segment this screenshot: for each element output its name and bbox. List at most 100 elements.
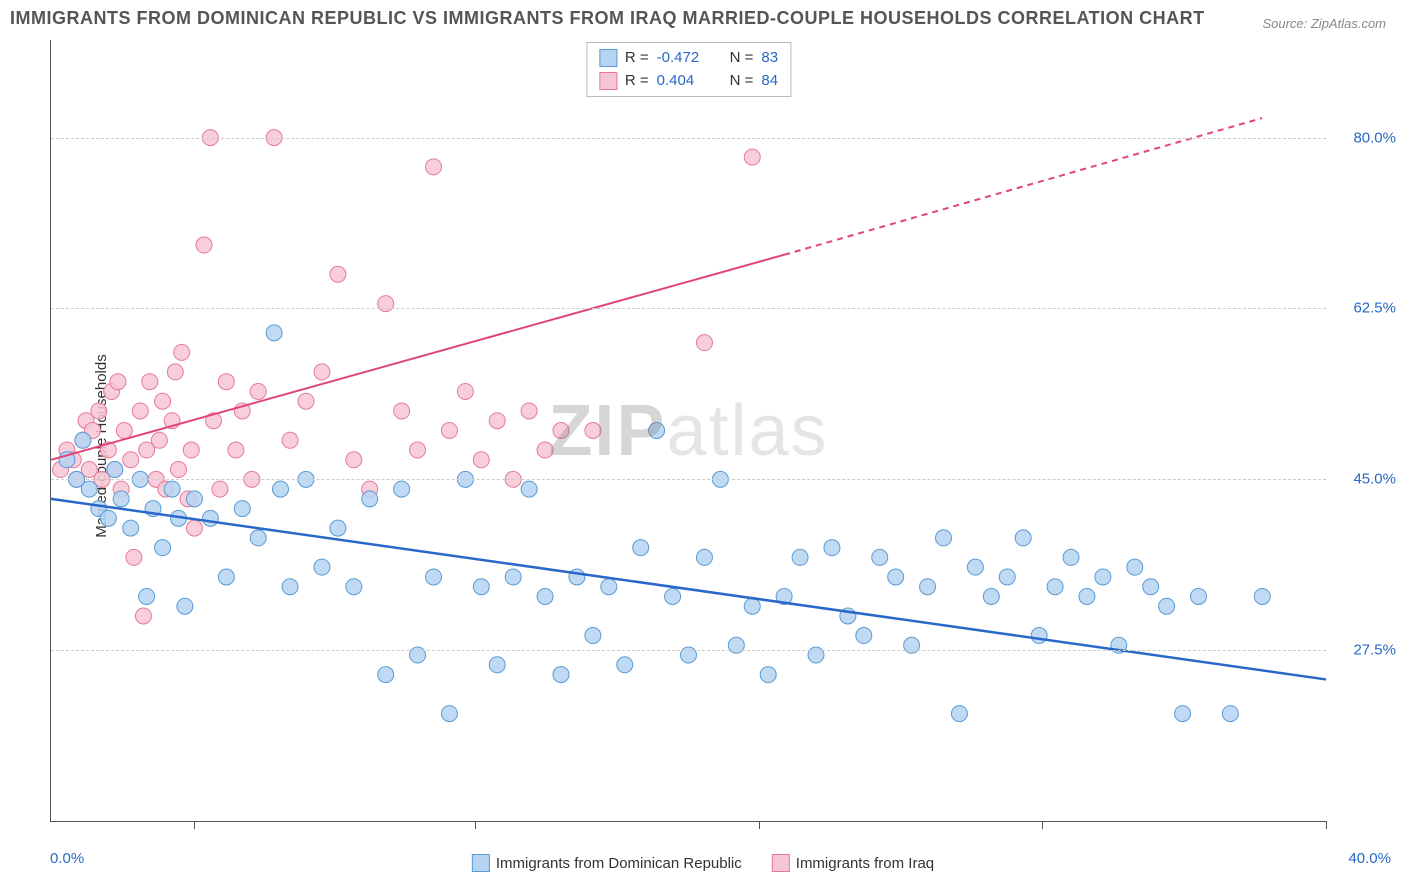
x-axis-min-label: 0.0% — [50, 850, 84, 867]
data-point — [426, 159, 442, 175]
legend-item-dominican: Immigrants from Dominican Republic — [472, 854, 742, 872]
data-point — [489, 413, 505, 429]
data-point — [920, 579, 936, 595]
data-point — [489, 657, 505, 673]
data-point — [1222, 706, 1238, 722]
data-point — [888, 569, 904, 585]
data-point — [362, 491, 378, 507]
data-point — [744, 598, 760, 614]
data-point — [1031, 628, 1047, 644]
data-point — [155, 540, 171, 556]
data-point — [872, 549, 888, 565]
data-point — [521, 481, 537, 497]
chart-container: IMMIGRANTS FROM DOMINICAN REPUBLIC VS IM… — [0, 0, 1406, 892]
stats-legend-box: R = -0.472 N = 83 R = 0.404 N = 84 — [586, 42, 791, 97]
data-point — [457, 383, 473, 399]
r-label: R = — [625, 47, 649, 70]
data-point — [212, 481, 228, 497]
data-point — [1175, 706, 1191, 722]
data-point — [139, 588, 155, 604]
data-point — [553, 423, 569, 439]
data-point — [856, 628, 872, 644]
data-point — [167, 364, 183, 380]
data-point — [410, 442, 426, 458]
n-label: N = — [730, 47, 754, 70]
data-point — [505, 569, 521, 585]
data-point — [174, 344, 190, 360]
data-point — [441, 706, 457, 722]
data-point — [824, 540, 840, 556]
r-value-dominican: -0.472 — [657, 47, 712, 70]
x-tick — [759, 821, 760, 829]
series-legend: Immigrants from Dominican Republic Immig… — [472, 854, 934, 872]
data-point — [151, 432, 167, 448]
n-label: N = — [730, 70, 754, 93]
data-point — [228, 442, 244, 458]
y-tick-label: 62.5% — [1353, 300, 1396, 317]
data-point — [696, 335, 712, 351]
data-point — [113, 491, 129, 507]
data-point — [123, 452, 139, 468]
data-point — [107, 462, 123, 478]
plot-area: ZIPatlas R = -0.472 N = 83 R = 0.404 N =… — [50, 40, 1326, 822]
data-point — [81, 481, 97, 497]
data-point — [553, 667, 569, 683]
data-point — [110, 374, 126, 390]
data-point — [177, 598, 193, 614]
chart-source: Source: ZipAtlas.com — [1262, 16, 1386, 31]
trend-line — [51, 255, 784, 460]
data-point — [378, 667, 394, 683]
data-point — [186, 520, 202, 536]
legend-swatch-iraq — [599, 72, 617, 90]
legend-item-iraq: Immigrants from Iraq — [772, 854, 934, 872]
data-point — [314, 364, 330, 380]
data-point — [282, 432, 298, 448]
chart-title: IMMIGRANTS FROM DOMINICAN REPUBLIC VS IM… — [10, 8, 1205, 29]
data-point — [744, 149, 760, 165]
y-tick-label: 80.0% — [1353, 129, 1396, 146]
gridline — [51, 650, 1326, 651]
legend-label-iraq: Immigrants from Iraq — [796, 855, 934, 872]
gridline — [51, 479, 1326, 480]
data-point — [601, 579, 617, 595]
x-tick — [475, 821, 476, 829]
data-point — [473, 452, 489, 468]
data-point — [142, 374, 158, 390]
y-tick-label: 27.5% — [1353, 642, 1396, 659]
data-point — [126, 549, 142, 565]
data-point — [183, 442, 199, 458]
data-point — [1191, 588, 1207, 604]
data-point — [760, 667, 776, 683]
x-tick — [1326, 821, 1327, 829]
data-point — [441, 423, 457, 439]
data-point — [473, 579, 489, 595]
data-point — [1254, 588, 1270, 604]
data-point — [696, 549, 712, 565]
plot-svg — [51, 40, 1326, 821]
data-point — [537, 588, 553, 604]
data-point — [298, 393, 314, 409]
data-point — [282, 579, 298, 595]
legend-swatch-dominican — [472, 854, 490, 872]
n-value-dominican: 83 — [761, 47, 778, 70]
stats-row-dominican: R = -0.472 N = 83 — [599, 47, 778, 70]
data-point — [665, 588, 681, 604]
data-point — [100, 510, 116, 526]
data-point — [250, 530, 266, 546]
data-point — [1159, 598, 1175, 614]
data-point — [202, 510, 218, 526]
x-axis-max-label: 40.0% — [1348, 850, 1391, 867]
n-value-iraq: 84 — [761, 70, 778, 93]
data-point — [1127, 559, 1143, 575]
data-point — [186, 491, 202, 507]
data-point — [951, 706, 967, 722]
data-point — [1095, 569, 1111, 585]
data-point — [346, 452, 362, 468]
data-point — [171, 462, 187, 478]
legend-swatch-dominican — [599, 49, 617, 67]
data-point — [314, 559, 330, 575]
r-label: R = — [625, 70, 649, 93]
r-value-iraq: 0.404 — [657, 70, 712, 93]
data-point — [346, 579, 362, 595]
data-point — [330, 266, 346, 282]
